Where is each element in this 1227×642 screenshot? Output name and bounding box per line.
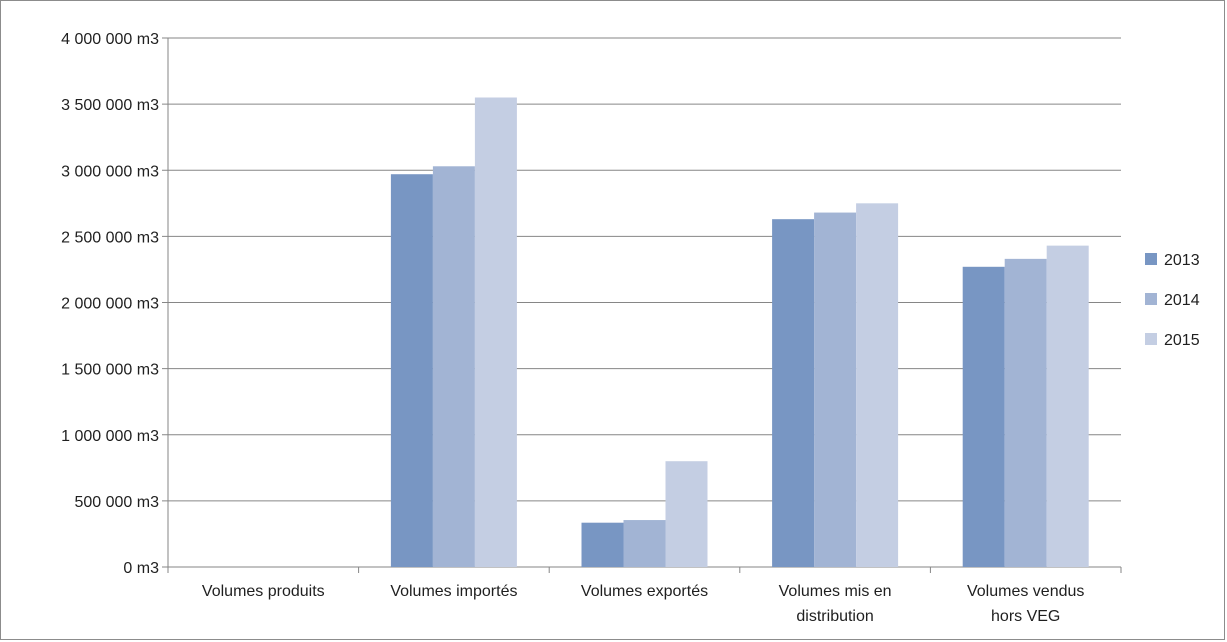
- y-tick-label-3: 1 500 000 m3: [61, 362, 159, 379]
- legend-swatch-2014: [1145, 293, 1157, 305]
- bar-2014-1: [432, 166, 475, 567]
- y-tick-label-6: 3 000 000 m3: [61, 163, 159, 180]
- bar-2013-2: [581, 522, 624, 567]
- y-tick-label-8: 4 000 000 m3: [61, 31, 159, 48]
- bar-2015-1: [474, 97, 517, 567]
- x-tick-label-1: Volumes importés: [390, 583, 517, 600]
- legend-label-2014: 2014: [1164, 292, 1200, 309]
- x-tick-label-4: Volumes vendus hors VEG: [967, 583, 1084, 625]
- bar-2013-3: [772, 219, 815, 567]
- bar-2014-4: [1004, 258, 1047, 567]
- y-tick-label-4: 2 000 000 m3: [61, 296, 159, 313]
- bar-2015-2: [665, 461, 708, 567]
- y-tick-label-7: 3 500 000 m3: [61, 97, 159, 114]
- legend-label-2015: 2015: [1164, 332, 1200, 349]
- bar-2013-1: [390, 174, 433, 567]
- y-tick-label-0: 0 m3: [123, 560, 159, 577]
- x-tick-label-2: Volumes exportés: [581, 583, 708, 600]
- bar-2015-4: [1046, 245, 1089, 567]
- legend-swatch-2015: [1145, 333, 1157, 345]
- legend-label-2013: 2013: [1164, 252, 1200, 269]
- y-tick-label-2: 1 000 000 m3: [61, 428, 159, 445]
- y-tick-label-1: 500 000 m3: [74, 494, 159, 511]
- bar-2013-4: [962, 266, 1005, 567]
- legend-swatch-2013: [1145, 253, 1157, 265]
- y-tick-label-5: 2 500 000 m3: [61, 229, 159, 246]
- bar-2014-2: [623, 520, 666, 567]
- bar-2015-3: [856, 203, 899, 567]
- bar-2014-3: [814, 212, 857, 567]
- x-tick-label-0: Volumes produits: [202, 583, 325, 600]
- x-tick-label-3: Volumes mis en distribution: [779, 583, 892, 625]
